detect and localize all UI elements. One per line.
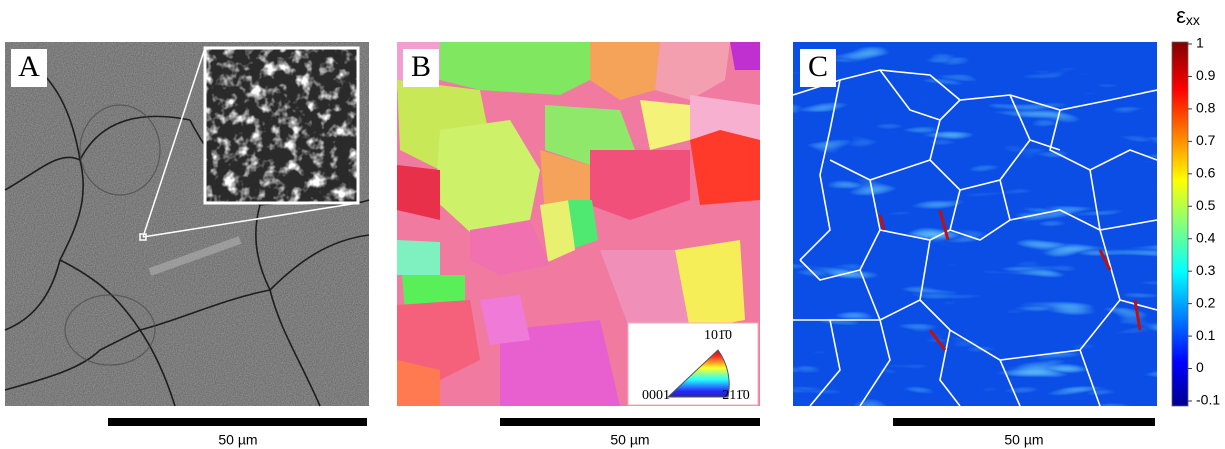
- key-label: 101̄0: [704, 328, 732, 343]
- panel-b: 101̄0 0001 211̄0 B: [397, 42, 760, 406]
- key-label: 211̄0: [722, 388, 749, 403]
- colorbar-tick-label: 0.5: [1196, 197, 1216, 213]
- panel-c: C: [793, 42, 1157, 406]
- key-label: 0001: [642, 388, 670, 403]
- scale-bar-label: 50 µm: [610, 432, 649, 448]
- colorbar-tick-label: 0.4: [1196, 229, 1216, 245]
- scale-bar-label: 50 µm: [1004, 432, 1043, 448]
- colorbar-tick-label: 0.9: [1196, 67, 1216, 83]
- colorbar-tick-label: 0.3: [1196, 262, 1216, 278]
- panel-label: B: [411, 50, 431, 83]
- colorbar-tick-label: -0.1: [1196, 392, 1220, 408]
- inset-particles: [205, 48, 358, 203]
- panel-a: A: [5, 42, 369, 406]
- colorbar-tick-label: 0.6: [1196, 165, 1216, 181]
- panel-label: A: [18, 50, 40, 83]
- scale-bar: [500, 418, 760, 426]
- colorbar-symbol: ε: [1176, 3, 1186, 28]
- colorbar-tick-label: 0.8: [1196, 100, 1216, 116]
- colorbar: εxx -0.1 0 0.1 0.2 0.3 0.4 0.5 0.6 0.7 0.8 0.9 1: [1172, 3, 1220, 408]
- scale-bar-label: 50 µm: [218, 432, 257, 448]
- colorbar-subscript: xx: [1186, 12, 1200, 28]
- colorbar-scale: [1172, 42, 1188, 406]
- colorbar-tick-label: 0: [1196, 359, 1204, 375]
- colorbar-title: εxx: [1176, 3, 1200, 28]
- figure: A: [0, 0, 1225, 449]
- scale-bar: [108, 418, 367, 426]
- strain-texture: [793, 42, 1157, 406]
- colorbar-tick-label: 1: [1196, 35, 1204, 51]
- scale-bar: [893, 418, 1155, 426]
- colorbar-tick-label: 0.2: [1196, 294, 1216, 310]
- panel-label: C: [808, 50, 828, 83]
- colorbar-tick-label: 0.1: [1196, 327, 1216, 343]
- colorbar-tick-label: 0.7: [1196, 132, 1216, 148]
